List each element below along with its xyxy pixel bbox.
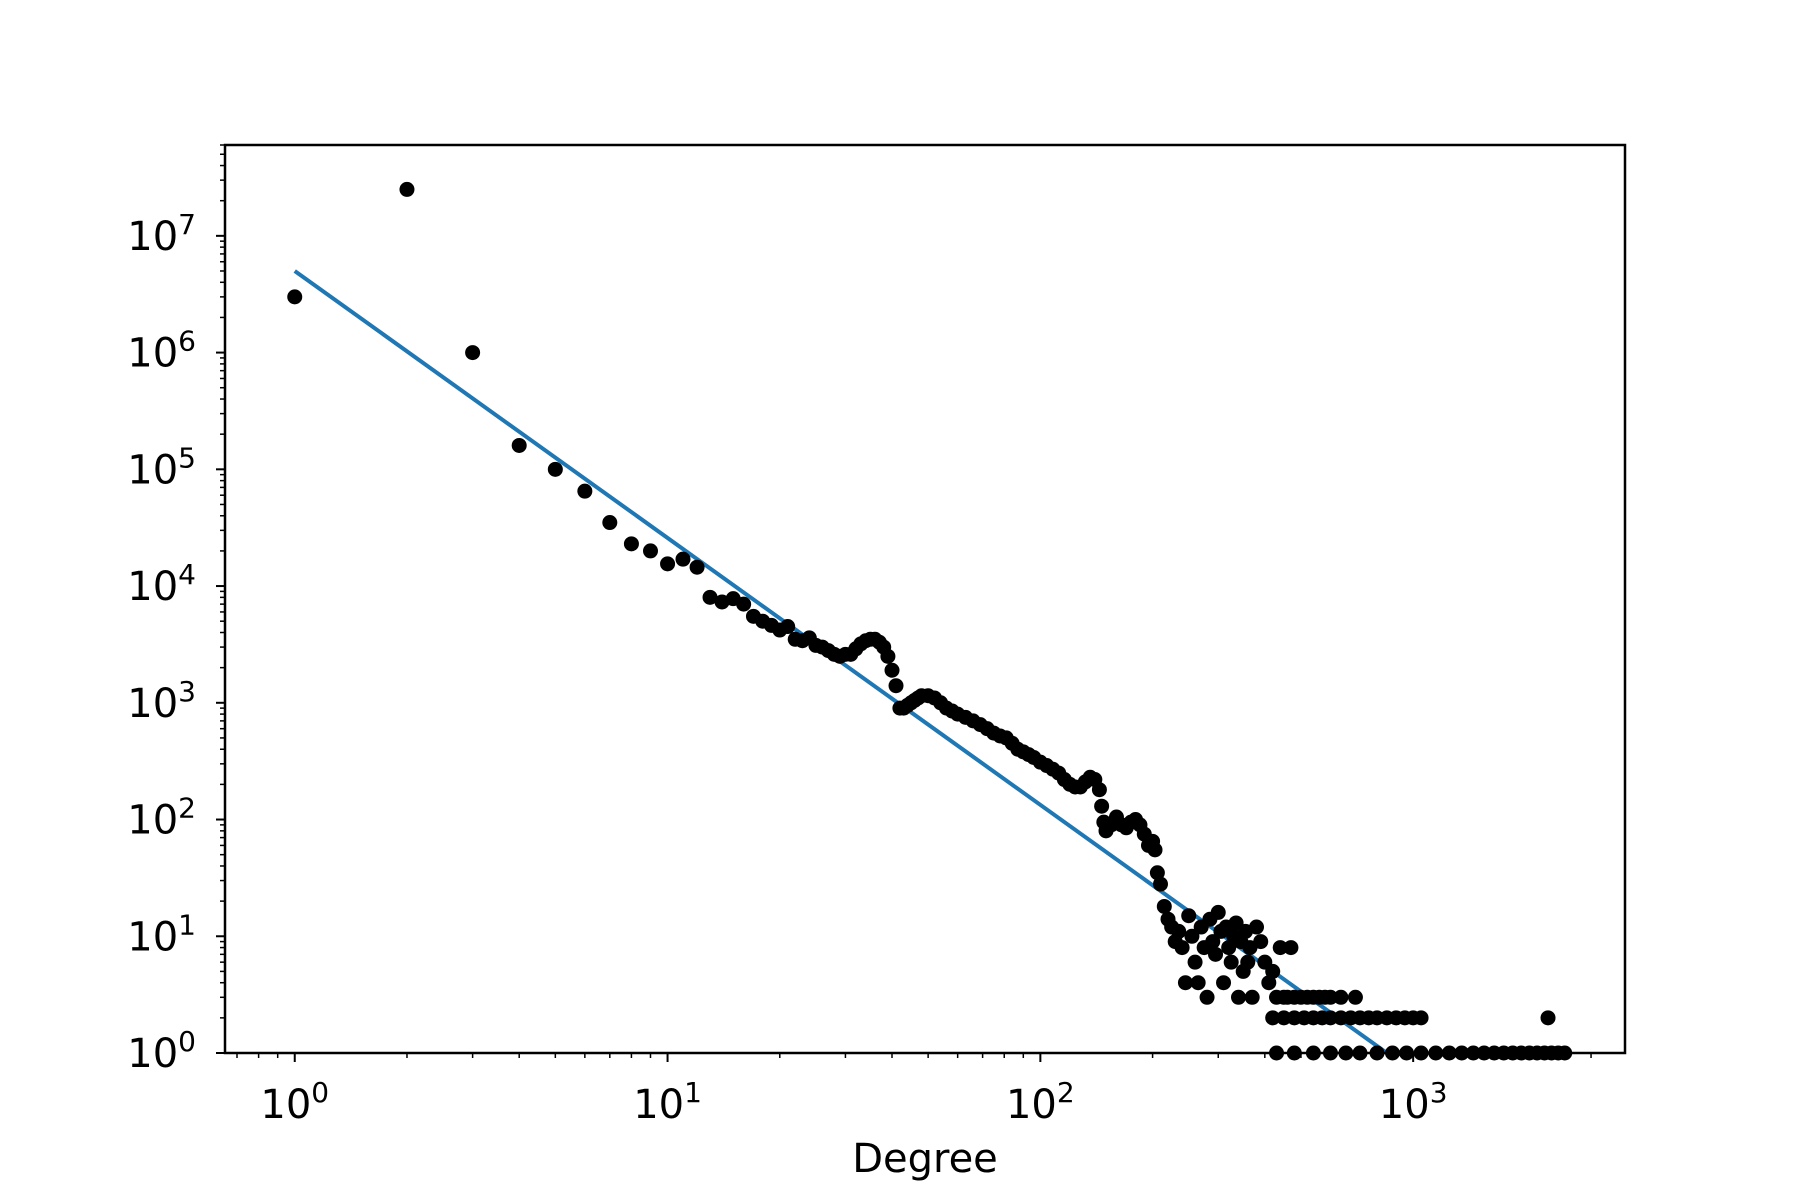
data-point [884,662,900,678]
data-point [1147,842,1163,858]
data-point [1333,989,1349,1005]
data-point [1208,946,1224,962]
data-point [1190,975,1206,991]
plot-frame [223,143,1627,1055]
data-point [1171,923,1187,939]
y-tick-label: 100 [127,1025,196,1077]
y-tick-label: 101 [127,908,196,960]
y-axis-ticks: 100 101 102 103 104 105 106 107 [127,144,225,1077]
y-tick-label: 105 [127,441,196,493]
data-point [1149,865,1165,881]
y-tick-label: 102 [127,792,196,844]
data-point [1272,940,1288,956]
data-point [1322,989,1338,1005]
x-tick-label: 102 [1006,1076,1075,1128]
data-point [1265,963,1281,979]
data-point [1276,1010,1292,1026]
y-tick-label: 103 [127,675,196,727]
data-point [1261,975,1277,991]
data-point [1177,975,1193,991]
y-tick-label: 104 [127,558,196,610]
data-point [1199,989,1215,1005]
data-point [1187,954,1203,970]
data-point [602,515,618,531]
data-point [1184,928,1200,944]
y-tick-label: 106 [127,325,196,377]
data-point [399,181,415,197]
data-point [736,596,752,612]
scatter-points-layer [287,181,1573,1061]
data-point [547,461,563,477]
data-point [888,678,904,694]
data-point [1223,954,1239,970]
x-axis-label: Degree [852,1136,998,1182]
x-tick-label: 101 [633,1076,702,1128]
data-point [880,648,896,664]
data-point [1283,940,1299,956]
data-point [1322,1010,1338,1026]
data-point [1540,1010,1556,1026]
data-point [1231,989,1247,1005]
data-point [1413,1010,1429,1026]
data-point [465,345,481,361]
data-point [689,559,705,575]
x-tick-label: 100 [260,1076,329,1128]
data-point [675,551,691,567]
data-point [1265,1010,1281,1026]
data-point [1210,904,1226,920]
data-point [623,536,639,552]
data-point [1174,940,1190,956]
data-point [642,543,658,559]
data-point [1152,876,1168,892]
x-axis-ticks: 100 101 102 103 [236,1053,1592,1128]
data-point [702,589,718,605]
data-point [1347,989,1363,1005]
data-point [1240,954,1256,970]
data-point [287,289,303,305]
data-point [1216,975,1232,991]
data-point [1181,908,1197,924]
data-point [1253,934,1269,950]
data-point [511,437,527,453]
data-point [1221,940,1237,956]
data-point [577,483,593,499]
y-tick-label: 107 [127,208,196,260]
data-point [1249,919,1265,935]
data-point [780,619,796,635]
data-point [1091,782,1107,798]
data-point [1244,989,1260,1005]
data-point [660,556,676,572]
data-point [1156,898,1172,914]
data-point [1205,934,1221,950]
x-tick-label: 103 [1379,1076,1448,1128]
data-point [1094,798,1110,814]
